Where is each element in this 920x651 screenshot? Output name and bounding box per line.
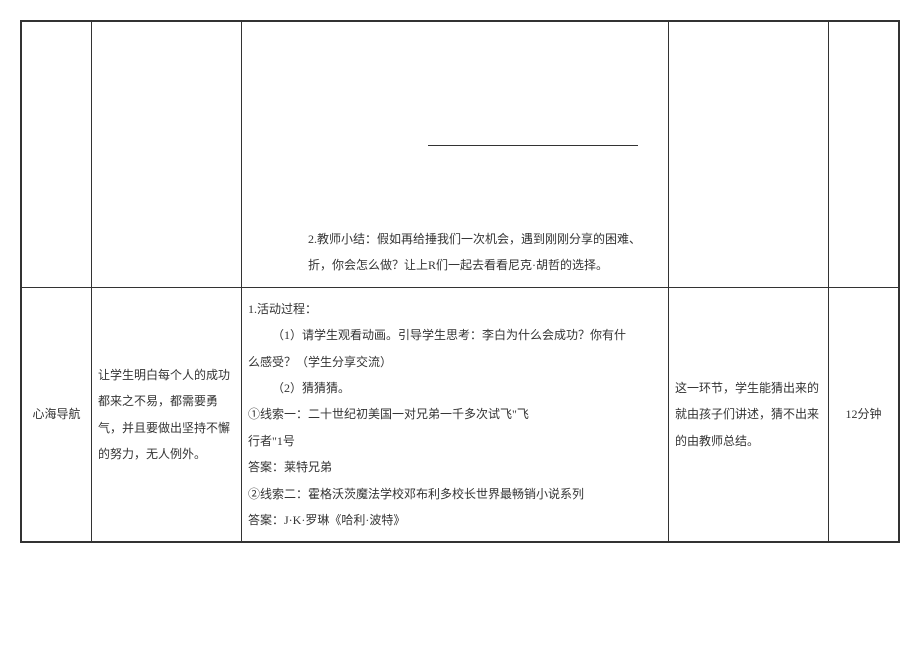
lesson-plan-table: 2.教师小结：假如再给捶我们一次机会，遇到刚刚分享的困难、 折，你会怎么做？让上… <box>20 20 900 543</box>
cell-text: 心海导航 <box>32 407 80 421</box>
activity-line: 1.活动过程： <box>248 296 662 322</box>
activity-line: （1）请学生观看动画。引导学生思考：李白为什么会成功？你有什 <box>248 322 662 348</box>
activity-line: （2）猜猜猜。 <box>248 375 662 401</box>
cell-note: 这一环节，学生能猜出来的就由孩子们讲述，猜不出来的由教师总结。 <box>669 287 829 542</box>
cell-objective: 让学生明白每个人的成功都来之不易，都需要勇气，并且要做出坚持不懈的努力，无人例外… <box>92 287 242 542</box>
summary-block: 2.教师小结：假如再给捶我们一次机会，遇到刚刚分享的困难、 折，你会怎么做？让上… <box>248 226 662 279</box>
activity-line: 行者"1号 <box>248 428 662 454</box>
activity-line: 么感受？（学生分享交流） <box>248 349 662 375</box>
cell-activity: 2.教师小结：假如再给捶我们一次机会，遇到刚刚分享的困难、 折，你会怎么做？让上… <box>242 22 669 288</box>
activity-line: ①线索一：二十世纪初美国一对兄弟一千多次试飞"飞 <box>248 401 662 427</box>
cell-time <box>829 22 899 288</box>
cell-stage <box>22 22 92 288</box>
summary-line: 折，你会怎么做？让上R们一起去看看尼克·胡哲的选择。 <box>308 252 662 278</box>
cell-note <box>669 22 829 288</box>
table-row: 2.教师小结：假如再给捶我们一次机会，遇到刚刚分享的困难、 折，你会怎么做？让上… <box>22 22 899 288</box>
activity-line: 答案：J·K·罗琳《哈利·波特》 <box>248 507 662 533</box>
inner-box <box>428 26 638 146</box>
cell-text: 这一环节，学生能猜出来的就由孩子们讲述，猜不出来的由教师总结。 <box>675 381 819 448</box>
cell-text: 让学生明白每个人的成功都来之不易，都需要勇气，并且要做出坚持不懈的努力，无人例外… <box>98 368 230 461</box>
cell-time: 12分钟 <box>829 287 899 542</box>
table: 2.教师小结：假如再给捶我们一次机会，遇到刚刚分享的困难、 折，你会怎么做？让上… <box>21 21 899 542</box>
activity-line: ②线索二：霍格沃茨魔法学校邓布利多校长世界最畅销小说系列 <box>248 481 662 507</box>
summary-line: 2.教师小结：假如再给捶我们一次机会，遇到刚刚分享的困难、 <box>308 226 662 252</box>
cell-activity: 1.活动过程： （1）请学生观看动画。引导学生思考：李白为什么会成功？你有什 么… <box>242 287 669 542</box>
cell-stage: 心海导航 <box>22 287 92 542</box>
cell-objective <box>92 22 242 288</box>
activity-line: 答案：莱特兄弟 <box>248 454 662 480</box>
table-row: 心海导航 让学生明白每个人的成功都来之不易，都需要勇气，并且要做出坚持不懈的努力… <box>22 287 899 542</box>
cell-text: 12分钟 <box>845 407 881 421</box>
